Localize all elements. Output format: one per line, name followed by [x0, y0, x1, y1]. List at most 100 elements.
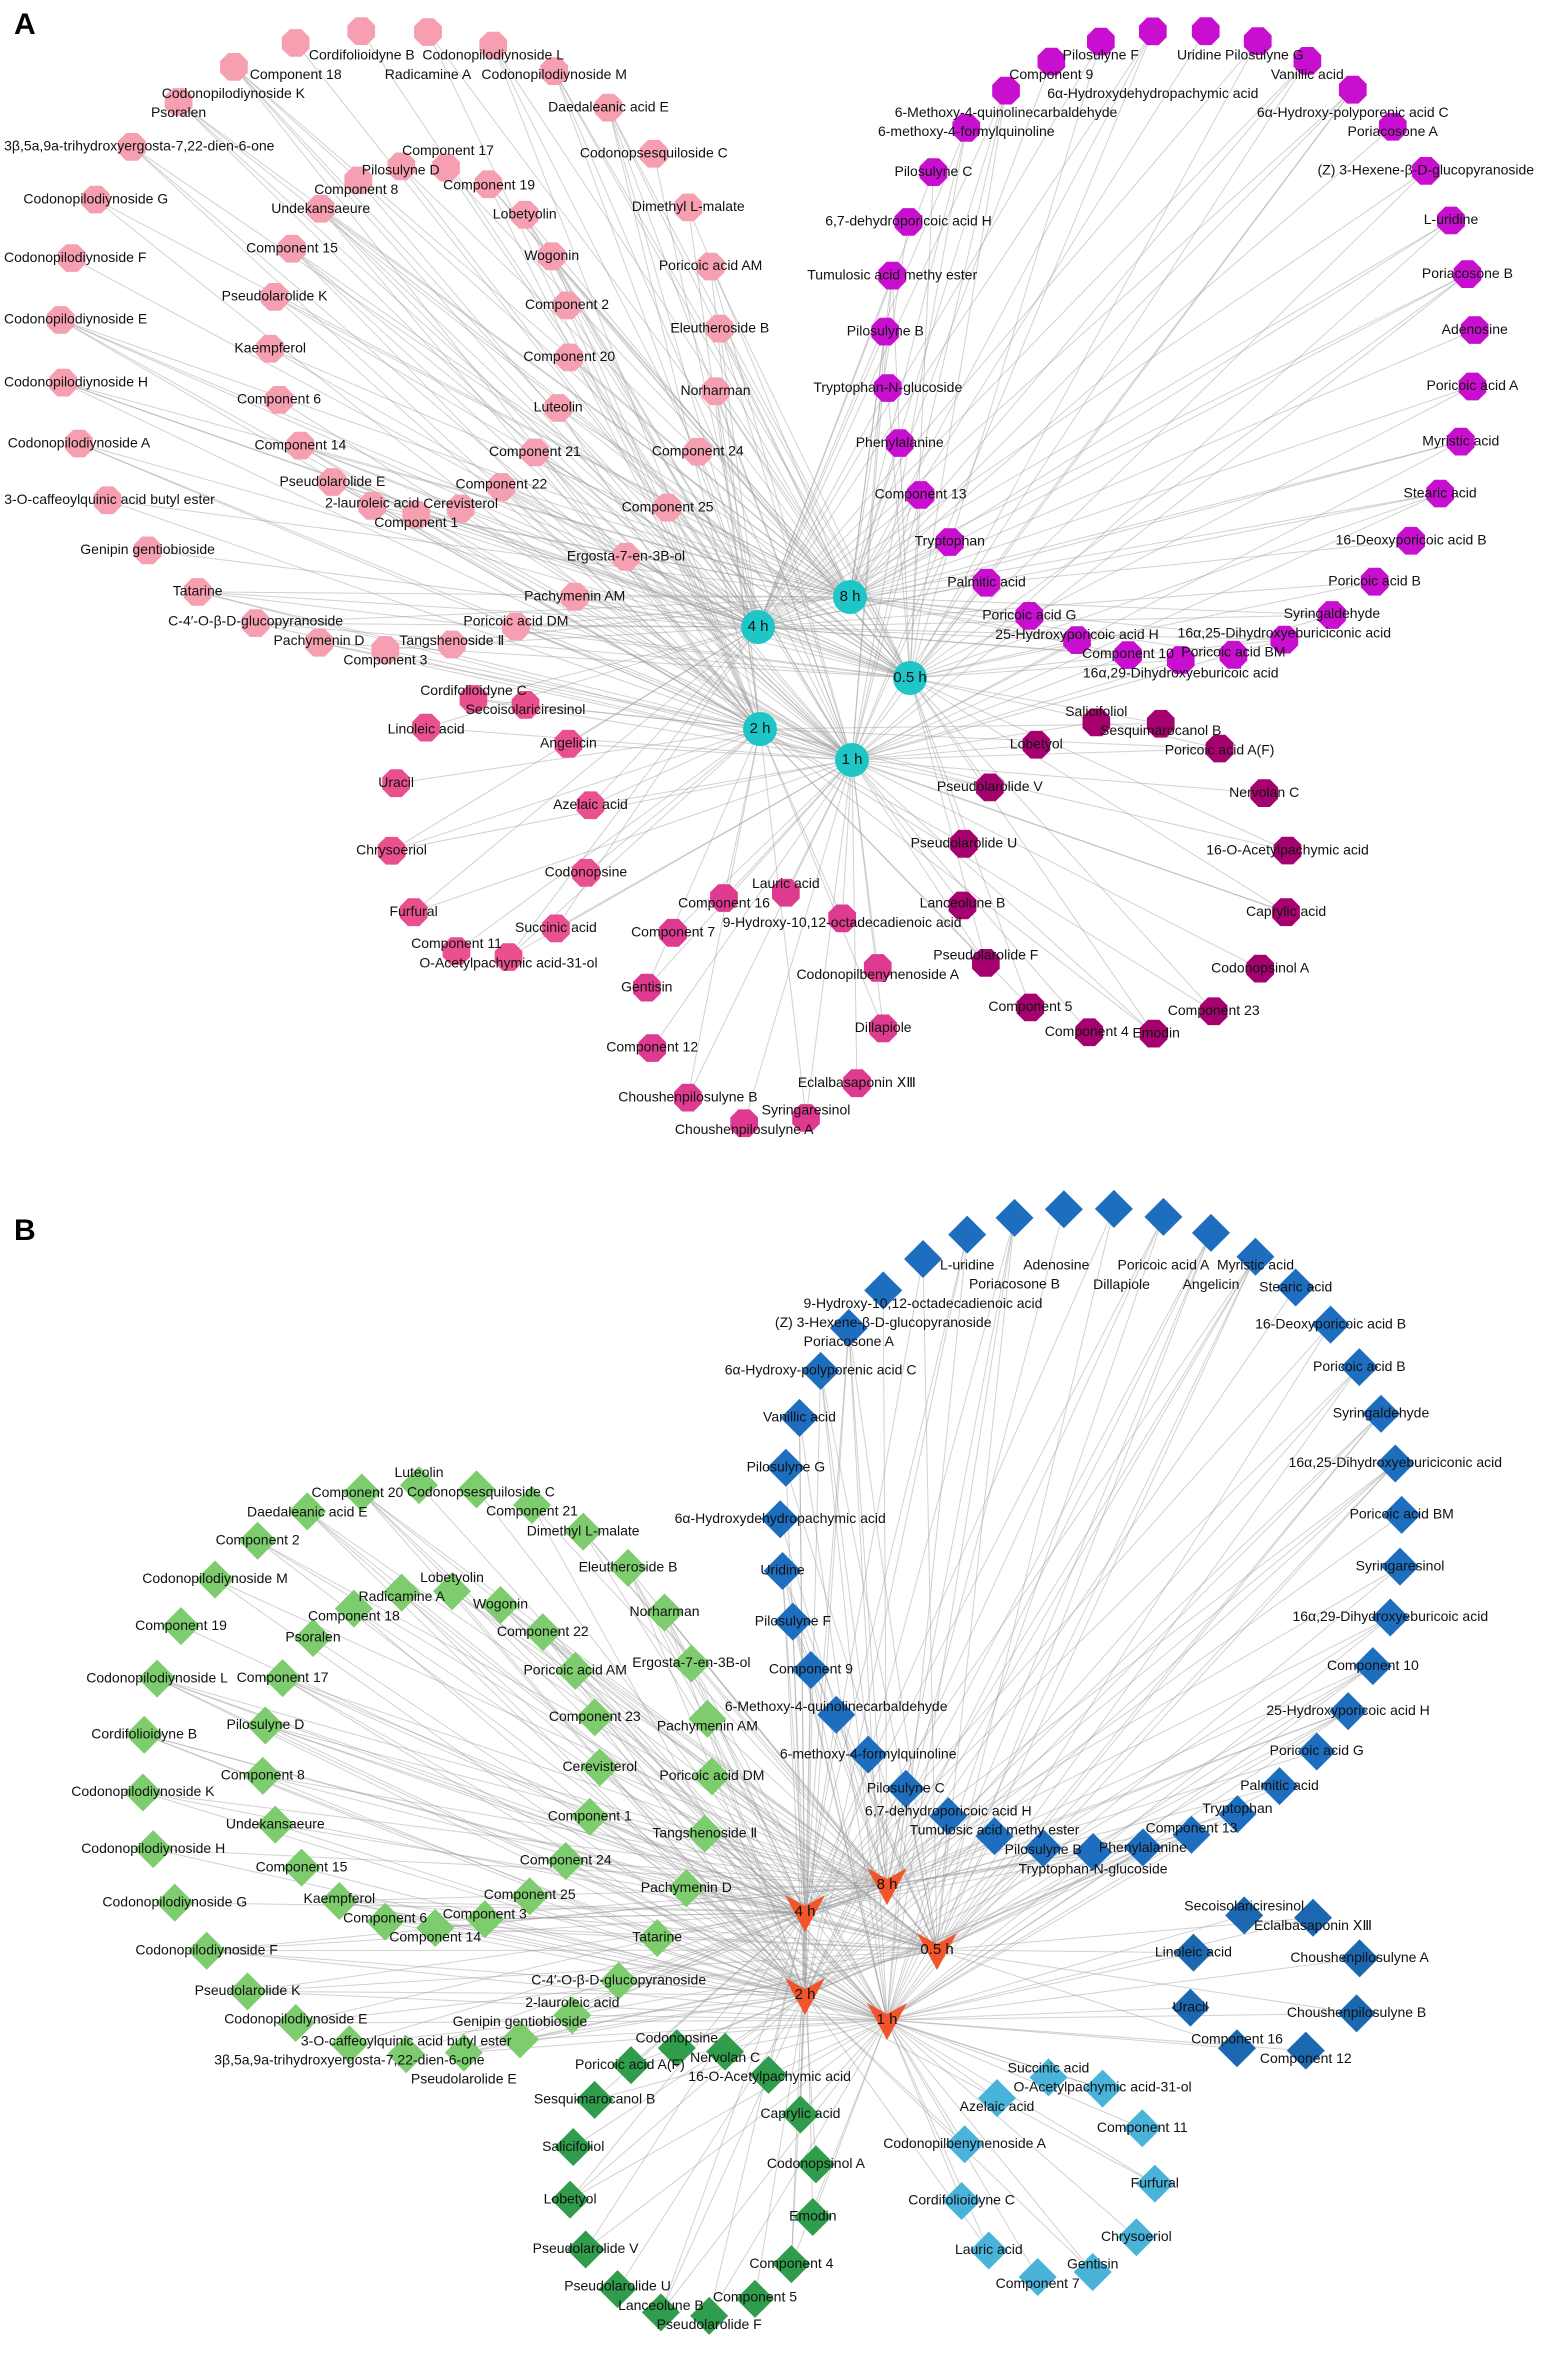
- compound-node-component-16[interactable]: [710, 884, 738, 912]
- compound-node-component-1[interactable]: [402, 501, 431, 529]
- compound-node-component-25[interactable]: [510, 1877, 549, 1916]
- compound-node-radicamine-a[interactable]: [382, 1573, 421, 1612]
- compound-node-luteolin[interactable]: [399, 1466, 438, 1505]
- compound-node-gentisin[interactable]: [1073, 2253, 1112, 2292]
- compound-node-lobetyolin[interactable]: [510, 200, 539, 229]
- compound-node-poricoic-acid-dm[interactable]: [692, 1757, 731, 1796]
- compound-node-linoleic-acid[interactable]: [1174, 1933, 1213, 1972]
- compound-node-l-uridine[interactable]: [948, 1215, 987, 1254]
- compound-node-kaempferol[interactable]: [256, 334, 284, 363]
- compound-node-component-8[interactable]: [344, 166, 373, 195]
- compound-node-lauric-acid[interactable]: [772, 878, 800, 907]
- compound-node-norharman[interactable]: [645, 1593, 684, 1632]
- compound-node-9-hydroxy-10-12-octadecadienoic-acid[interactable]: [904, 1240, 943, 1279]
- compound-node-lauric-acid[interactable]: [969, 2231, 1008, 2270]
- compound-node-syringaldehyde[interactable]: [1318, 601, 1346, 629]
- compound-node-component-18[interactable]: [281, 29, 310, 57]
- compound-node-l-uridine[interactable]: [1437, 206, 1465, 235]
- compound-node-component-14[interactable]: [286, 431, 315, 460]
- compound-node-component-14[interactable]: [416, 1908, 455, 1947]
- timepoint-hub-1-h[interactable]: [835, 743, 869, 777]
- compound-node-component-23[interactable]: [1199, 997, 1228, 1026]
- compound-node-secoisolariciresinol[interactable]: [511, 691, 540, 719]
- compound-node-component-6[interactable]: [366, 1902, 405, 1941]
- compound-node-6-hydroxy-polyporenic-acid-c[interactable]: [1338, 75, 1367, 104]
- compound-node-2-lauroleic-acid[interactable]: [553, 1996, 592, 2035]
- compound-node-3-o-caffeoylquinic-acid-butyl-ester[interactable]: [93, 486, 122, 515]
- compound-node-eleutheroside-b[interactable]: [608, 1548, 647, 1587]
- compound-node-3-5a-9a-trihydroxyergosta-7-22-dien-6-one[interactable]: [330, 2025, 369, 2064]
- compound-node-syringaresinol[interactable]: [1380, 1547, 1419, 1586]
- compound-node-3-5a-9a-trihydroxyergosta-7-22-dien-6-one[interactable]: [118, 133, 146, 161]
- compound-node-codonopilodiynoside-a[interactable]: [65, 429, 93, 458]
- compound-node-component-7[interactable]: [1018, 2258, 1057, 2297]
- compound-node-codonopilodiynoside-f[interactable]: [57, 244, 86, 272]
- compound-node-poriacosone-a[interactable]: [1378, 112, 1407, 141]
- compound-node-pilosulyne-f[interactable]: [773, 1602, 812, 1641]
- compound-node-angelicin[interactable]: [554, 729, 583, 758]
- compound-node-stearic-acid[interactable]: [1426, 479, 1454, 508]
- compound-node-codonopilodiynoside-m[interactable]: [540, 57, 569, 85]
- compound-node-9-hydroxy-10-12-octadecadienoic-acid[interactable]: [828, 904, 856, 933]
- compound-node-tumulosic-acid-methy-ester[interactable]: [975, 1817, 1014, 1856]
- compound-node-poricoic-acid-g[interactable]: [1297, 1732, 1336, 1771]
- compound-node-furfural[interactable]: [399, 898, 428, 927]
- compound-node-z-3-hexene-d-glucopyranoside[interactable]: [1411, 157, 1440, 185]
- compound-node-component-2[interactable]: [553, 291, 581, 320]
- compound-node-pseudolarolide-u[interactable]: [598, 2270, 637, 2309]
- compound-node-stearic-acid[interactable]: [1276, 1268, 1315, 1307]
- compound-node-salicifoliol[interactable]: [554, 2128, 593, 2167]
- compound-node-component-22[interactable]: [487, 473, 516, 501]
- compound-node-pseudolarolide-k[interactable]: [260, 283, 289, 311]
- compound-node-codonopilodiynoside-k[interactable]: [220, 53, 248, 81]
- compound-node-codonopilbenynenoside-a[interactable]: [945, 2125, 984, 2164]
- compound-node-tumulosic-acid-methy-ester[interactable]: [878, 261, 907, 290]
- compound-node-component-1[interactable]: [570, 1797, 609, 1836]
- compound-node-poricoic-acid-a[interactable]: [1144, 1197, 1183, 1236]
- compound-node-tryptophan-n-glucoside[interactable]: [873, 374, 902, 402]
- compound-node-ergosta-7-en-3b-ol[interactable]: [672, 1644, 711, 1683]
- compound-node-component-13[interactable]: [1172, 1815, 1211, 1854]
- compound-node-codonopilodiynoside-l[interactable]: [479, 31, 508, 60]
- compound-node-component-9[interactable]: [791, 1650, 830, 1689]
- timepoint-hub-8-h[interactable]: [867, 1868, 907, 1905]
- compound-node-component-5[interactable]: [1016, 993, 1045, 1022]
- compound-node-6-hydroxy-polyporenic-acid-c[interactable]: [801, 1351, 840, 1390]
- compound-node-furfural[interactable]: [1135, 2164, 1174, 2203]
- compound-node-poricoic-acid-bm[interactable]: [1219, 640, 1248, 669]
- compound-node-salicifoliol[interactable]: [1082, 708, 1111, 737]
- compound-node-azelaic-acid[interactable]: [576, 791, 605, 820]
- compound-node-z-3-hexene-d-glucopyranoside[interactable]: [864, 1271, 903, 1310]
- compound-node-wogonin[interactable]: [481, 1585, 520, 1624]
- compound-node-component-20[interactable]: [342, 1473, 381, 1512]
- compound-node-phenylalanine[interactable]: [885, 429, 914, 457]
- compound-node-poricoic-acid-g[interactable]: [1015, 602, 1044, 630]
- compound-node-component-4[interactable]: [772, 2245, 811, 2284]
- timepoint-hub-2-h[interactable]: [785, 1978, 825, 2015]
- compound-node-component-12[interactable]: [1286, 2031, 1325, 2070]
- compound-node-component-3[interactable]: [371, 636, 400, 664]
- compound-node-adenosine[interactable]: [1460, 316, 1489, 344]
- compound-node-codonopsine[interactable]: [657, 2029, 696, 2068]
- compound-node-phenylalanine[interactable]: [1123, 1828, 1162, 1867]
- compound-node-undekansaeure[interactable]: [256, 1805, 295, 1844]
- compound-node-poricoic-acid-b[interactable]: [1360, 567, 1389, 596]
- compound-node-azelaic-acid[interactable]: [978, 2079, 1017, 2118]
- compound-node-6-methoxy-4-formylquinoline[interactable]: [849, 1735, 888, 1774]
- compound-node-codonopsesquiloside-c[interactable]: [457, 1470, 496, 1509]
- compound-node-lobetyolin[interactable]: [433, 1572, 472, 1611]
- compound-node-eclalbasaponin[interactable]: [843, 1069, 871, 1098]
- compound-node-pseudolarolide-v[interactable]: [976, 773, 1004, 802]
- compound-node-codonopilodiynoside-h[interactable]: [49, 368, 77, 397]
- compound-node-component-19[interactable]: [474, 170, 503, 199]
- compound-node-component-8[interactable]: [243, 1756, 282, 1795]
- compound-node-component-10[interactable]: [1353, 1647, 1392, 1686]
- compound-node-component-3[interactable]: [465, 1900, 504, 1939]
- compound-node-angelicin[interactable]: [1191, 1213, 1230, 1252]
- compound-node-gentisin[interactable]: [633, 973, 661, 1002]
- compound-node-component-5[interactable]: [736, 2279, 774, 2318]
- timepoint-hub-1-h[interactable]: [867, 2003, 907, 2040]
- compound-node-codonopsinol-a[interactable]: [796, 2145, 835, 2184]
- compound-node-16-25-dihydroxyeburiciconic-acid[interactable]: [1270, 625, 1299, 654]
- compound-node-component-11[interactable]: [1123, 2109, 1162, 2148]
